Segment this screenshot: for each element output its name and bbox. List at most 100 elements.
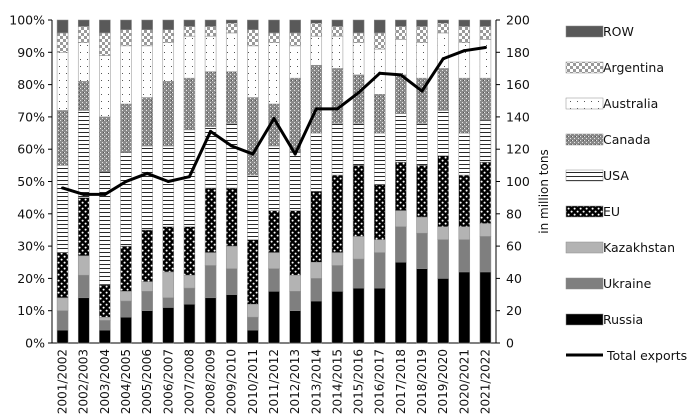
left-axis-tick-label: 40% <box>17 206 45 221</box>
legend-swatch-row <box>565 25 604 38</box>
legend-swatch-eu <box>565 205 604 218</box>
bar-segment-canada <box>373 94 386 134</box>
bar-segment-usa <box>416 123 428 166</box>
bar-segment-usa <box>120 152 132 247</box>
legend-swatch-kazakhstan <box>565 241 604 254</box>
right-axis-tick-label: 20 <box>506 303 522 318</box>
bar-segment-canada <box>225 71 238 124</box>
bar-segment-usa <box>162 145 175 227</box>
x-axis-category-label: 2017/2018 <box>394 349 408 414</box>
bar-segment-eu <box>247 239 259 305</box>
bar-segment-kazakhstan <box>162 271 175 299</box>
bar-segment-kazakhstan <box>268 252 280 269</box>
total-exports-point <box>314 107 318 111</box>
bar-segment-ukraine <box>204 265 217 299</box>
bar-segment-australia <box>183 35 196 79</box>
bar-segment-row <box>437 19 449 24</box>
bar-segment-kazakhstan <box>310 262 323 279</box>
x-axis-category-label: 2005/2006 <box>140 349 154 414</box>
bar-segment-row <box>395 19 407 27</box>
bar-segment-eu <box>416 165 428 218</box>
total-exports-point <box>441 57 445 61</box>
bar-segment-russia <box>99 329 111 344</box>
bar-segment-row <box>120 19 132 30</box>
bar-segment-argentina <box>120 29 132 47</box>
x-axis-category-label: 2018/2019 <box>415 349 429 414</box>
bar-segment-australia <box>56 52 69 111</box>
left-axis-tick-label: 70% <box>17 109 45 124</box>
x-axis-category-label: 2004/2005 <box>119 349 133 414</box>
bar-segment-row <box>352 19 365 34</box>
legend-label-canada: Canada <box>603 132 651 147</box>
bar-segment-argentina <box>56 32 69 53</box>
right-axis-tick-label: 40 <box>506 271 522 286</box>
x-axis-category-label: 2003/2004 <box>98 349 112 414</box>
bar-segment-row <box>247 19 259 30</box>
right-axis-tick-label: 180 <box>506 45 530 60</box>
bar-segment-eu <box>56 252 69 299</box>
bar-segment-ukraine <box>352 258 365 289</box>
left-axis-tick-label: 0% <box>25 336 45 351</box>
bar-segment-usa <box>352 123 365 166</box>
bar-segment-eu <box>373 184 386 240</box>
bar-segment-canada <box>141 97 153 147</box>
bar-segment-ukraine <box>458 239 471 273</box>
bar-segment-eu <box>331 174 344 253</box>
total-exports-point <box>272 117 276 121</box>
bar-segment-ukraine <box>268 268 280 292</box>
total-exports-point <box>82 192 86 196</box>
bar-segment-russia <box>479 271 492 344</box>
right-axis-tick-label: 200 <box>506 13 530 28</box>
legend-label-argentina: Argentina <box>603 60 664 75</box>
bar-segment-kazakhstan <box>141 281 153 292</box>
bar-segment-kazakhstan <box>352 236 365 260</box>
bar-segment-row <box>331 19 344 27</box>
bar-segment-usa <box>77 110 90 198</box>
left-axis-tick-label: 100% <box>9 13 45 28</box>
bar-segment-ukraine <box>437 239 449 279</box>
total-exports-point <box>357 91 361 95</box>
bar-segment-australia <box>289 45 301 79</box>
bar-segment-australia <box>162 42 175 82</box>
bar-segment-kazakhstan <box>120 291 132 302</box>
bar-segment-ukraine <box>225 268 238 295</box>
x-axis-category-label: 2015/2016 <box>352 349 366 414</box>
bar-segment-argentina <box>352 32 365 43</box>
bar-segment-ukraine <box>77 274 90 299</box>
bar-segment-argentina <box>183 26 196 37</box>
bar-segment-usa <box>268 145 280 211</box>
bar-segment-argentina <box>204 26 217 37</box>
legend-swatch-canada <box>565 133 604 146</box>
bar-segment-ukraine <box>310 278 323 302</box>
bar-segment-argentina <box>289 32 301 47</box>
bar-segment-usa <box>437 110 449 156</box>
bar-segment-ukraine <box>331 265 344 292</box>
bar-segment-russia <box>395 262 407 344</box>
bar-segment-russia <box>204 297 217 344</box>
x-axis-category-label: 2006/2007 <box>161 349 175 414</box>
bar-segment-usa <box>310 132 323 192</box>
bar-segment-canada <box>99 116 111 173</box>
bar-segment-ukraine <box>479 236 492 273</box>
legend: ROW Argentina Australia Canada USA EU Kazakhst… <box>565 24 687 363</box>
bar-segment-row <box>225 19 238 24</box>
bar-segment-kazakhstan <box>77 255 90 276</box>
bar-segment-ukraine <box>247 316 259 331</box>
x-axis-category-label: 2014/2015 <box>330 349 344 414</box>
bar-segment-usa <box>373 132 386 185</box>
bar-segment-australia <box>373 48 386 95</box>
bar-segment-australia <box>225 32 238 72</box>
bar-segment-australia <box>141 45 153 98</box>
bar-segment-argentina <box>416 26 428 43</box>
bar-segment-argentina <box>458 26 471 43</box>
bar-segment-row <box>99 19 111 34</box>
legend-label-row: ROW <box>603 24 634 39</box>
legend-swatch-australia <box>565 97 604 110</box>
bar-segment-usa <box>99 171 111 286</box>
legend-label-total-exports: Total exports <box>606 348 687 363</box>
bar-segment-russia <box>310 300 323 344</box>
x-axis-category-label: 2002/2003 <box>77 349 91 414</box>
bar-segment-ukraine <box>373 252 386 289</box>
bar-segment-ukraine <box>141 291 153 311</box>
bar-segment-australia <box>77 42 90 82</box>
